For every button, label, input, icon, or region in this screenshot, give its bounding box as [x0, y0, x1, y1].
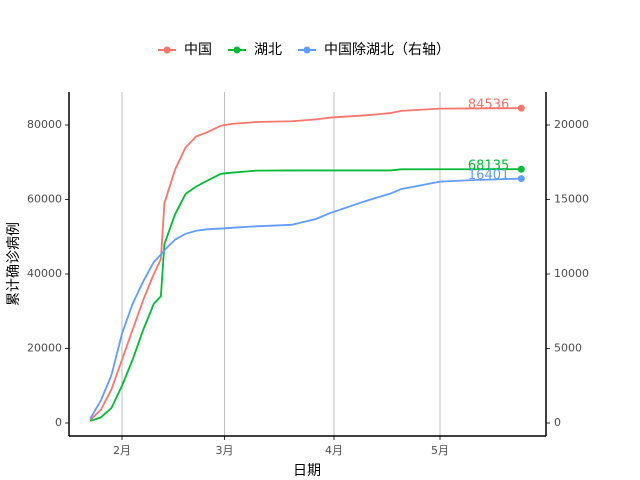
- y2-tick-label: 5000: [554, 342, 582, 355]
- x-tick-label: 4月: [325, 444, 343, 457]
- y-tick-label: 40000: [27, 267, 62, 280]
- series-line: [89, 177, 522, 420]
- legend-key-dot: [233, 46, 241, 54]
- legend-key-dot: [163, 46, 171, 54]
- end-point: [517, 104, 525, 112]
- y-tick-label: 20000: [27, 342, 62, 355]
- x-tick-label: 3月: [215, 444, 233, 457]
- legend: 中国 湖北 中国除湖北（右轴）: [158, 42, 450, 58]
- end-label: 84536: [468, 98, 509, 113]
- x-tick-label: 5月: [431, 444, 449, 457]
- y-tick-label: 0: [55, 416, 62, 429]
- y2-tick-label: 15000: [554, 193, 589, 206]
- y-tick-label: 60000: [27, 193, 62, 206]
- legend-label: 湖北: [254, 42, 282, 58]
- series-line: [89, 107, 522, 421]
- y2-tick-label: 10000: [554, 267, 589, 280]
- x-tick-label: 2月: [113, 444, 131, 457]
- end-point: [517, 165, 525, 173]
- legend-label: 中国: [184, 42, 212, 58]
- end-label: 16401: [468, 168, 509, 183]
- end-label: 68135: [468, 159, 509, 174]
- legend-key-dot: [303, 46, 311, 54]
- series-line: [89, 168, 522, 422]
- y-axis-title: 累计确诊病例: [6, 222, 22, 306]
- end-point: [517, 175, 525, 183]
- y-tick-label: 80000: [27, 118, 62, 131]
- x-axis-title: 日期: [293, 463, 321, 479]
- y2-tick-label: 0: [554, 416, 561, 429]
- legend-label: 中国除湖北（右轴）: [324, 42, 450, 58]
- y2-tick-label: 20000: [554, 118, 589, 131]
